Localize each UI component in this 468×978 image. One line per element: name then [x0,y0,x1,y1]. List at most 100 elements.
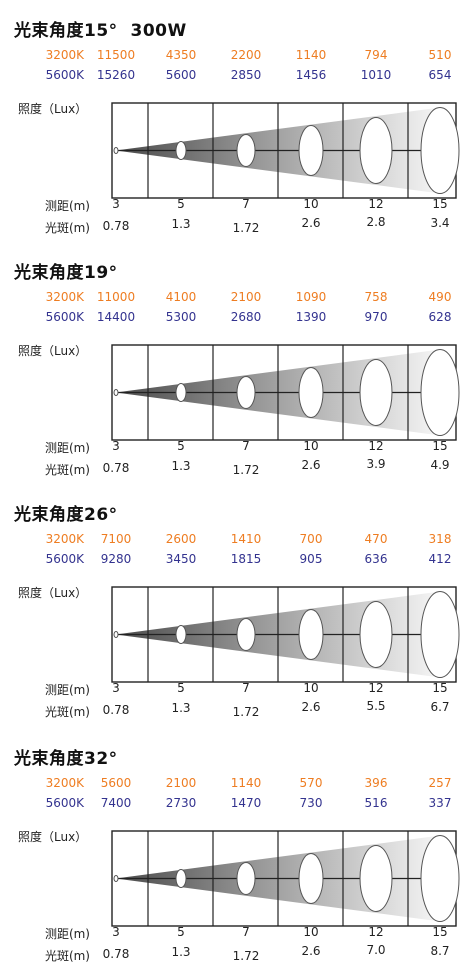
beam-spot-ellipse [298,367,324,418]
illuminance-value: 570 [299,776,323,790]
illuminance-value: 2100 [230,290,262,304]
illuminance-axis-label: 照度（Lux） [18,344,88,358]
spot-diameter-value: 0.78 [102,219,130,233]
illuminance-value: 4100 [165,290,197,304]
illuminance-value: 700 [299,532,323,546]
distance-tick-label: 12 [368,197,384,211]
cct-row-label: 3200K [45,776,84,790]
spot-diameter-value: 1.3 [171,217,191,231]
illuminance-value: 2680 [230,310,262,324]
illuminance-value: 412 [428,552,452,566]
beam-diagram [111,830,460,927]
spot-diameter-value: 6.7 [430,700,450,714]
illuminance-value: 15260 [96,68,136,82]
illuminance-value: 396 [364,776,388,790]
illuminance-value: 11000 [96,290,136,304]
illuminance-value: 1140 [295,48,327,62]
beam-spot-ellipse [420,349,460,436]
distance-tick-label: 12 [368,925,384,939]
illuminance-value: 2730 [165,796,197,810]
illuminance-value: 516 [364,796,388,810]
beam-chart-section: 光束角度26° 3200K 7100 2600 1410 700 470 318 5600K 92… [0,492,468,734]
distance-tick-label: 12 [368,681,384,695]
distance-tick-label: 15 [432,681,448,695]
illuminance-value: 730 [299,796,323,810]
distance-tick-label: 10 [303,197,319,211]
distance-tick-label: 5 [177,197,185,211]
beam-spot-ellipse [298,853,324,904]
spot-row-label: 光斑(m) [44,221,90,235]
spot-diameter-value: 2.6 [301,458,321,472]
cct-row-label: 5600K [45,796,84,810]
illuminance-value: 5300 [165,310,197,324]
spot-diameter-value: 1.3 [171,701,191,715]
distance-tick-label: 3 [112,925,120,939]
spot-diameter-value: 4.9 [430,458,450,472]
distance-row-label: 测距(m) [44,927,90,941]
chart-title: 光束角度19° [14,263,118,283]
illuminance-value: 11500 [96,48,136,62]
spot-diameter-value: 2.6 [301,216,321,230]
illuminance-value: 470 [364,532,388,546]
chart-title: 光束角度32° [14,749,118,769]
spot-diameter-value: 2.8 [366,215,386,229]
chart-title: 光束角度15° 300W [14,21,187,41]
illuminance-value: 7400 [100,796,132,810]
cct-row-label: 5600K [45,68,84,82]
distance-tick-label: 7 [242,197,250,211]
illuminance-value: 654 [428,68,452,82]
illuminance-axis-label: 照度（Lux） [18,830,88,844]
illuminance-axis-label: 照度（Lux） [18,586,88,600]
distance-tick-label: 10 [303,925,319,939]
spot-diameter-value: 0.78 [102,703,130,717]
beam-spot-ellipse [236,618,256,651]
illuminance-value: 318 [428,532,452,546]
distance-tick-label: 10 [303,439,319,453]
beam-spot-ellipse [175,869,187,888]
distance-row-label: 测距(m) [44,441,90,455]
cct-row-label: 3200K [45,532,84,546]
illuminance-value: 337 [428,796,452,810]
illuminance-value: 2600 [165,532,197,546]
beam-spot-ellipse [420,591,460,678]
spot-diameter-value: 3.4 [430,216,450,230]
illuminance-value: 1390 [295,310,327,324]
beam-diagram [111,586,460,683]
distance-tick-label: 7 [242,925,250,939]
distance-row-label: 测距(m) [44,199,90,213]
beam-spot-ellipse [236,376,256,409]
illuminance-value: 257 [428,776,452,790]
illuminance-value: 9280 [100,552,132,566]
beam-spot-ellipse [113,389,119,396]
illuminance-value: 1410 [230,532,262,546]
illuminance-value: 510 [428,48,452,62]
beam-spot-ellipse [175,383,187,402]
beam-spot-ellipse [359,359,393,426]
spot-diameter-value: 1.72 [232,221,260,235]
cct-row-label: 3200K [45,290,84,304]
beam-diagram [111,344,460,441]
beam-spot-ellipse [113,147,119,154]
illuminance-value: 7100 [100,532,132,546]
illuminance-value: 490 [428,290,452,304]
illuminance-value: 1456 [295,68,327,82]
distance-tick-label: 7 [242,681,250,695]
spot-row-label: 光斑(m) [44,705,90,719]
illuminance-value: 1140 [230,776,262,790]
spot-diameter-value: 8.7 [430,944,450,958]
illuminance-value: 2200 [230,48,262,62]
beam-chart-section: 光束角度15° 300W 3200K 11500 4350 2200 1140 794 510… [0,8,468,250]
beam-spot-ellipse [298,125,324,176]
distance-tick-label: 15 [432,925,448,939]
illuminance-value: 5600 [165,68,197,82]
spot-diameter-value: 3.9 [366,457,386,471]
spot-diameter-value: 0.78 [102,947,130,961]
illuminance-value: 1470 [230,796,262,810]
distance-tick-label: 12 [368,439,384,453]
illuminance-value: 4350 [165,48,197,62]
illuminance-value: 970 [364,310,388,324]
illuminance-value: 2100 [165,776,197,790]
beam-chart-section: 光束角度19° 3200K 11000 4100 2100 1090 758 490 5600K… [0,250,468,492]
distance-tick-label: 7 [242,439,250,453]
beam-spot-ellipse [359,601,393,668]
